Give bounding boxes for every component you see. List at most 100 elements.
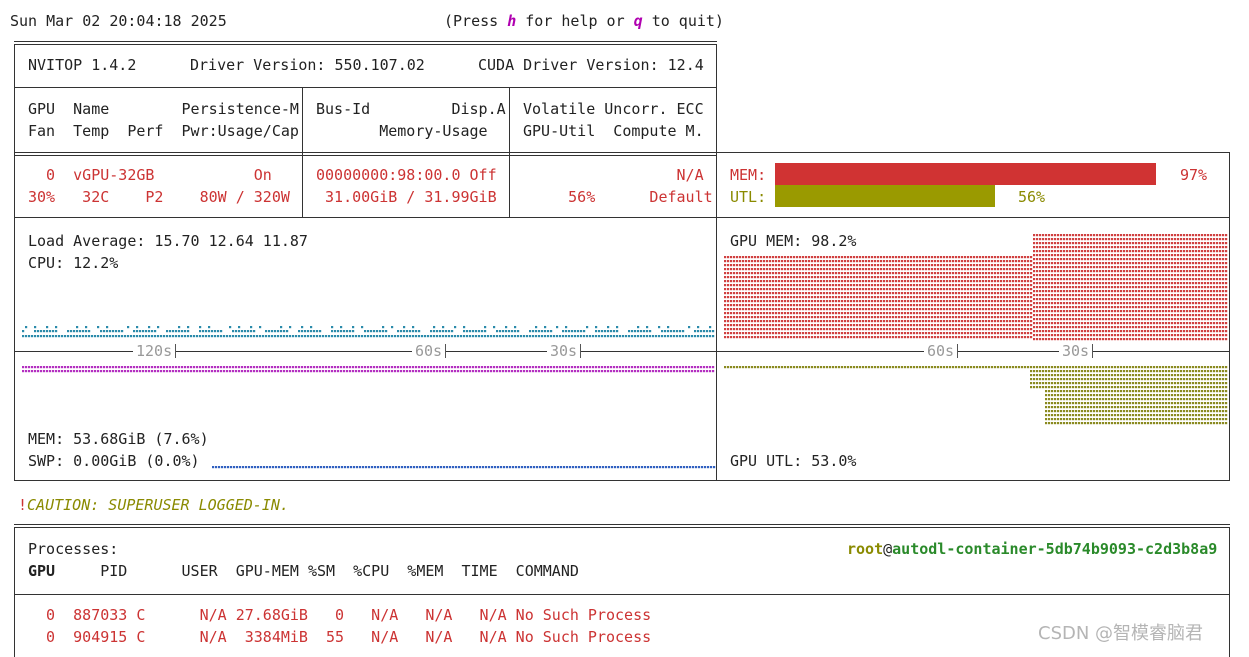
gpu-mem-history-dot xyxy=(1015,260,1018,263)
gpu-mem-history-dot xyxy=(1141,294,1144,297)
gpu-mem-history-dot xyxy=(823,308,826,311)
gpu-mem-history-dot xyxy=(925,328,928,331)
gpu-mem-history-dot xyxy=(1075,306,1078,309)
gpu-mem-history-dot xyxy=(1171,298,1174,301)
gpu-mem-history-dot xyxy=(922,304,925,307)
gpu-mem-history-dot xyxy=(1057,298,1060,301)
gpu-mem-history-dot xyxy=(901,296,904,299)
gpu-mem-history-dot xyxy=(1204,282,1207,285)
cpu-history-dot xyxy=(577,330,580,333)
gpu-mem-history-dot xyxy=(1051,274,1054,277)
gpu-mem-history-dot xyxy=(784,260,787,263)
gpu-mem-history-dot xyxy=(1141,310,1144,313)
gpu-mem-history-dot xyxy=(964,284,967,287)
gpu-mem-history-dot xyxy=(775,288,778,291)
gpu-mem-history-dot xyxy=(1039,254,1042,257)
cpu-history-dot xyxy=(148,330,151,333)
gpu-mem-history-dot xyxy=(1204,258,1207,261)
swap-history-dot xyxy=(449,466,452,469)
gpu-mem-history-dot xyxy=(1132,238,1135,241)
gpu-mem-history-dot xyxy=(940,316,943,319)
gpu-mem-history-dot xyxy=(856,272,859,275)
host-mem-history-dot xyxy=(499,366,502,369)
gpu-mem-history-dot xyxy=(760,308,763,311)
gpu-mem-history-dot xyxy=(1162,250,1165,253)
host-mem-history-dot xyxy=(262,366,265,369)
gpu-mem-history-dot xyxy=(967,292,970,295)
cpu-history-dot xyxy=(508,330,511,333)
gpu-mem-history-dot xyxy=(1141,258,1144,261)
cpu-history-dot xyxy=(358,335,361,338)
gpu-mem-history-dot xyxy=(982,276,985,279)
cpu-history-dot xyxy=(352,330,355,333)
gpu-mem-history-dot xyxy=(811,272,814,275)
gpu-mem-history-dot xyxy=(739,264,742,267)
gpu-mem-history-dot xyxy=(1075,274,1078,277)
cpu-history-dot xyxy=(154,330,157,333)
gpu-mem-history-dot xyxy=(1099,258,1102,261)
gpu-mem-history-dot xyxy=(880,300,883,303)
gpu-mem-history-dot xyxy=(1039,278,1042,281)
gpu-mem-history-dot xyxy=(1204,310,1207,313)
gpu-mem-history-dot xyxy=(838,308,841,311)
gpu-mem-history-dot xyxy=(1063,322,1066,325)
gpu-mem-history-dot xyxy=(889,324,892,327)
gpu-mem-history-dot xyxy=(910,308,913,311)
gpu-mem-history-dot xyxy=(970,268,973,271)
cpu-history-dot xyxy=(649,330,652,333)
gpu-mem-history-dot xyxy=(949,300,952,303)
gpu-mem-history-dot xyxy=(1090,282,1093,285)
gpu-mem-history-dot xyxy=(790,260,793,263)
gpu-mem-history-dot xyxy=(1129,326,1132,329)
swap-history-dot xyxy=(611,466,614,469)
gpu-mem-history-dot xyxy=(1213,306,1216,309)
gpu-mem-history-dot xyxy=(1096,326,1099,329)
gpu-mem-history-dot xyxy=(1105,278,1108,281)
gpu-mem-history-dot xyxy=(793,296,796,299)
swap-history-dot xyxy=(251,466,254,469)
gpu-mem-history-dot xyxy=(763,336,766,339)
gpu-mem-history-dot xyxy=(1117,334,1120,337)
gpu-mem-history-dot xyxy=(895,324,898,327)
gpu-mem-history-dot xyxy=(1057,338,1060,341)
gpu-tickmark-30 xyxy=(1092,344,1093,358)
gpu-mem-history-dot xyxy=(1000,256,1003,259)
gpu-mem-history-dot xyxy=(946,272,949,275)
gpu-mem-history-dot xyxy=(820,308,823,311)
gpu-mem-history-dot xyxy=(1153,298,1156,301)
gpu-mem-history-dot xyxy=(1114,294,1117,297)
gpu-mem-history-dot xyxy=(1069,250,1072,253)
gpu-mem-history-dot xyxy=(781,332,784,335)
host-mem-history-dot xyxy=(475,370,478,373)
gpu-mem-history-dot xyxy=(877,296,880,299)
host-mem-history-dot xyxy=(388,370,391,373)
gpu-mem-history-dot xyxy=(784,304,787,307)
gpu-col-divider-1 xyxy=(302,152,303,218)
gpu-mem-history-dot xyxy=(1123,310,1126,313)
gpu-mem-history-dot xyxy=(1156,258,1159,261)
gpu-mem-history-dot xyxy=(1093,270,1096,273)
gpu-mem-history-dot xyxy=(931,272,934,275)
gpu-mem-history-dot xyxy=(1138,250,1141,253)
host-mem-history-dot xyxy=(655,366,658,369)
gpu-mem-history-dot xyxy=(1150,270,1153,273)
gpu-mem-history-dot xyxy=(1156,262,1159,265)
swap-history-dot xyxy=(434,466,437,469)
gpu-mem-history-dot xyxy=(976,272,979,275)
cpu-history-dot xyxy=(235,335,238,338)
gpu-mem-history-dot xyxy=(1180,290,1183,293)
gpu-mem-history-dot xyxy=(1192,334,1195,337)
gpu-mem-history-dot xyxy=(979,260,982,263)
gpu-mem-history-dot xyxy=(946,292,949,295)
cpu-history-dot xyxy=(271,330,274,333)
gpu-mem-history-dot xyxy=(883,264,886,267)
swap-history-dot xyxy=(677,466,680,469)
cpu-history-dot xyxy=(667,335,670,338)
gpu-mem-history-dot xyxy=(1120,282,1123,285)
gpu-mem-history-dot xyxy=(967,312,970,315)
gpu-mem-history-dot xyxy=(1144,262,1147,265)
gpu-mem-history-dot xyxy=(796,312,799,315)
cpu-history-dot xyxy=(538,335,541,338)
gpu-mem-history-dot xyxy=(868,264,871,267)
gpu-mem-history-dot xyxy=(1018,264,1021,267)
